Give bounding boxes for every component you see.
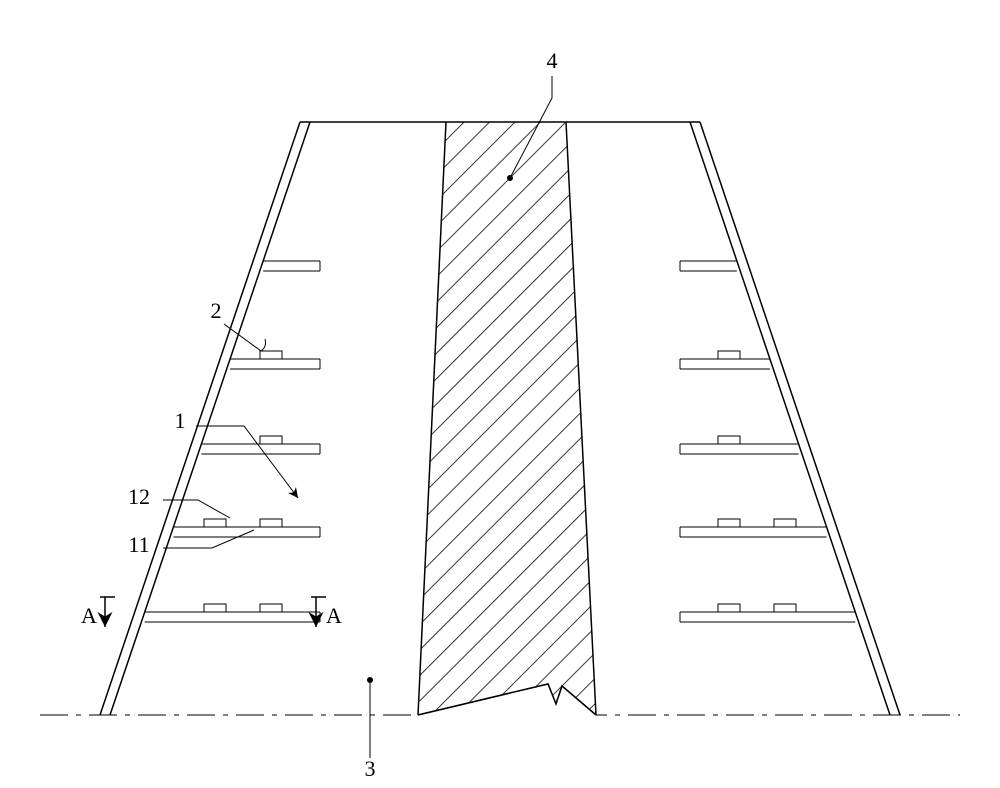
shelf-tab	[718, 351, 740, 359]
label-2-text: 2	[211, 298, 222, 323]
label-11-text: 11	[128, 532, 149, 557]
section-label-left: A	[81, 603, 97, 628]
label-1: 1	[175, 408, 299, 498]
label-11: 11	[128, 530, 254, 557]
shelf-tab	[774, 519, 796, 527]
shelf-tab	[260, 351, 282, 359]
label-1-text: 1	[175, 408, 186, 433]
central-hatched-column	[418, 122, 596, 715]
shelf-tab	[204, 519, 226, 527]
shelf-tab	[718, 604, 740, 612]
shelf-tab	[718, 436, 740, 444]
label-12-text: 12	[128, 484, 150, 509]
label-3: 3	[365, 677, 376, 781]
label-12: 12	[128, 484, 230, 518]
label-3-text: 3	[365, 756, 376, 781]
label-4-text: 4	[547, 48, 558, 73]
shelf-tab	[260, 604, 282, 612]
shelf-tab	[260, 519, 282, 527]
shelf-tab	[718, 519, 740, 527]
shelf-tab	[260, 436, 282, 444]
shelf-tab	[774, 604, 796, 612]
shelf-tab	[204, 604, 226, 612]
section-label-right: A	[326, 603, 342, 628]
